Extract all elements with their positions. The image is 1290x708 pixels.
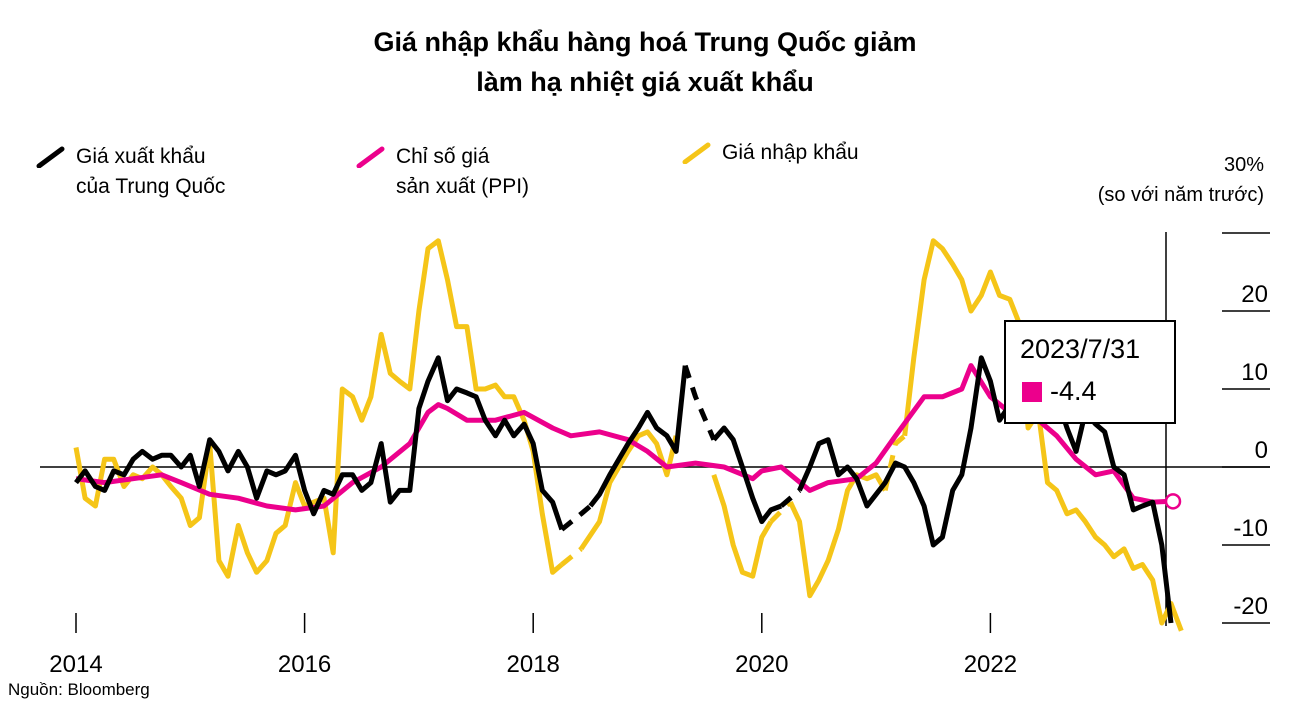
tooltip-date: 2023/7/31 [1020, 334, 1141, 364]
legend-export: Giá xuất khẩu của Trung Quốc [36, 142, 226, 202]
legend-ppi-line2: sản xuất (PPI) [396, 175, 530, 198]
y-tick-label: 10 [1241, 359, 1268, 386]
x-tick-label: 2018 [507, 651, 560, 678]
y-tick-label: -20 [1233, 593, 1268, 620]
y-unit-top: 30% [1223, 154, 1264, 176]
series-import-line-dashed [882, 433, 907, 491]
series-import-line-dashed [560, 546, 583, 567]
series-import-line-dashed [769, 500, 793, 524]
source-note: Nguồn: Bloomberg [8, 680, 150, 699]
series-export-line [797, 347, 1174, 624]
legend-import-line1: Giá nhập khẩu [722, 141, 859, 164]
y-tick-label: 20 [1241, 281, 1268, 308]
series-import-line [902, 238, 1184, 632]
y-unit-label: (so với năm trước) [1097, 184, 1264, 206]
series-export-line [711, 425, 783, 525]
legend-import: Giá nhập khẩu [682, 138, 859, 168]
x-tick-label: 2016 [278, 651, 331, 678]
legend-ppi-swatch [356, 146, 385, 168]
series-export-line [74, 355, 565, 531]
legend-export-line2: của Trung Quốc [76, 175, 226, 198]
legend-ppi-line1: Chỉ số giá [396, 145, 490, 168]
legend-ppi: Chỉ số giá sản xuất (PPI) [356, 142, 530, 202]
series-import-line [711, 474, 774, 579]
x-tick-label: 2020 [735, 651, 788, 678]
chart-title-line2: làm hạ nhiệt giá xuất khẩu [476, 67, 814, 97]
series-import-line [579, 429, 679, 551]
series-import-line [73, 238, 564, 579]
series-export-line-dashed [779, 488, 802, 508]
series-import-line [788, 472, 888, 599]
legend-import-swatch [682, 142, 711, 164]
y-tick-label: -10 [1233, 515, 1268, 542]
x-tick-label: 2014 [49, 651, 102, 678]
tooltip: 2023/7/31 -4.4 [1004, 320, 1176, 424]
tooltip-value: -4.4 [1050, 376, 1097, 406]
legend-export-line1: Giá xuất khẩu [76, 145, 206, 168]
chart-title-line1: Giá nhập khẩu hàng hoá Trung Quốc giảm [373, 27, 917, 57]
series-export-line-dashed [560, 504, 593, 532]
y-tick-label: 0 [1255, 437, 1268, 464]
tooltip-swatch [1022, 382, 1042, 402]
series-export-line-dashed [682, 364, 717, 441]
series-export-line [588, 365, 688, 508]
legend-export-swatch [36, 146, 65, 168]
ppi-end-marker [1164, 493, 1182, 510]
x-tick-label: 2022 [964, 651, 1017, 678]
